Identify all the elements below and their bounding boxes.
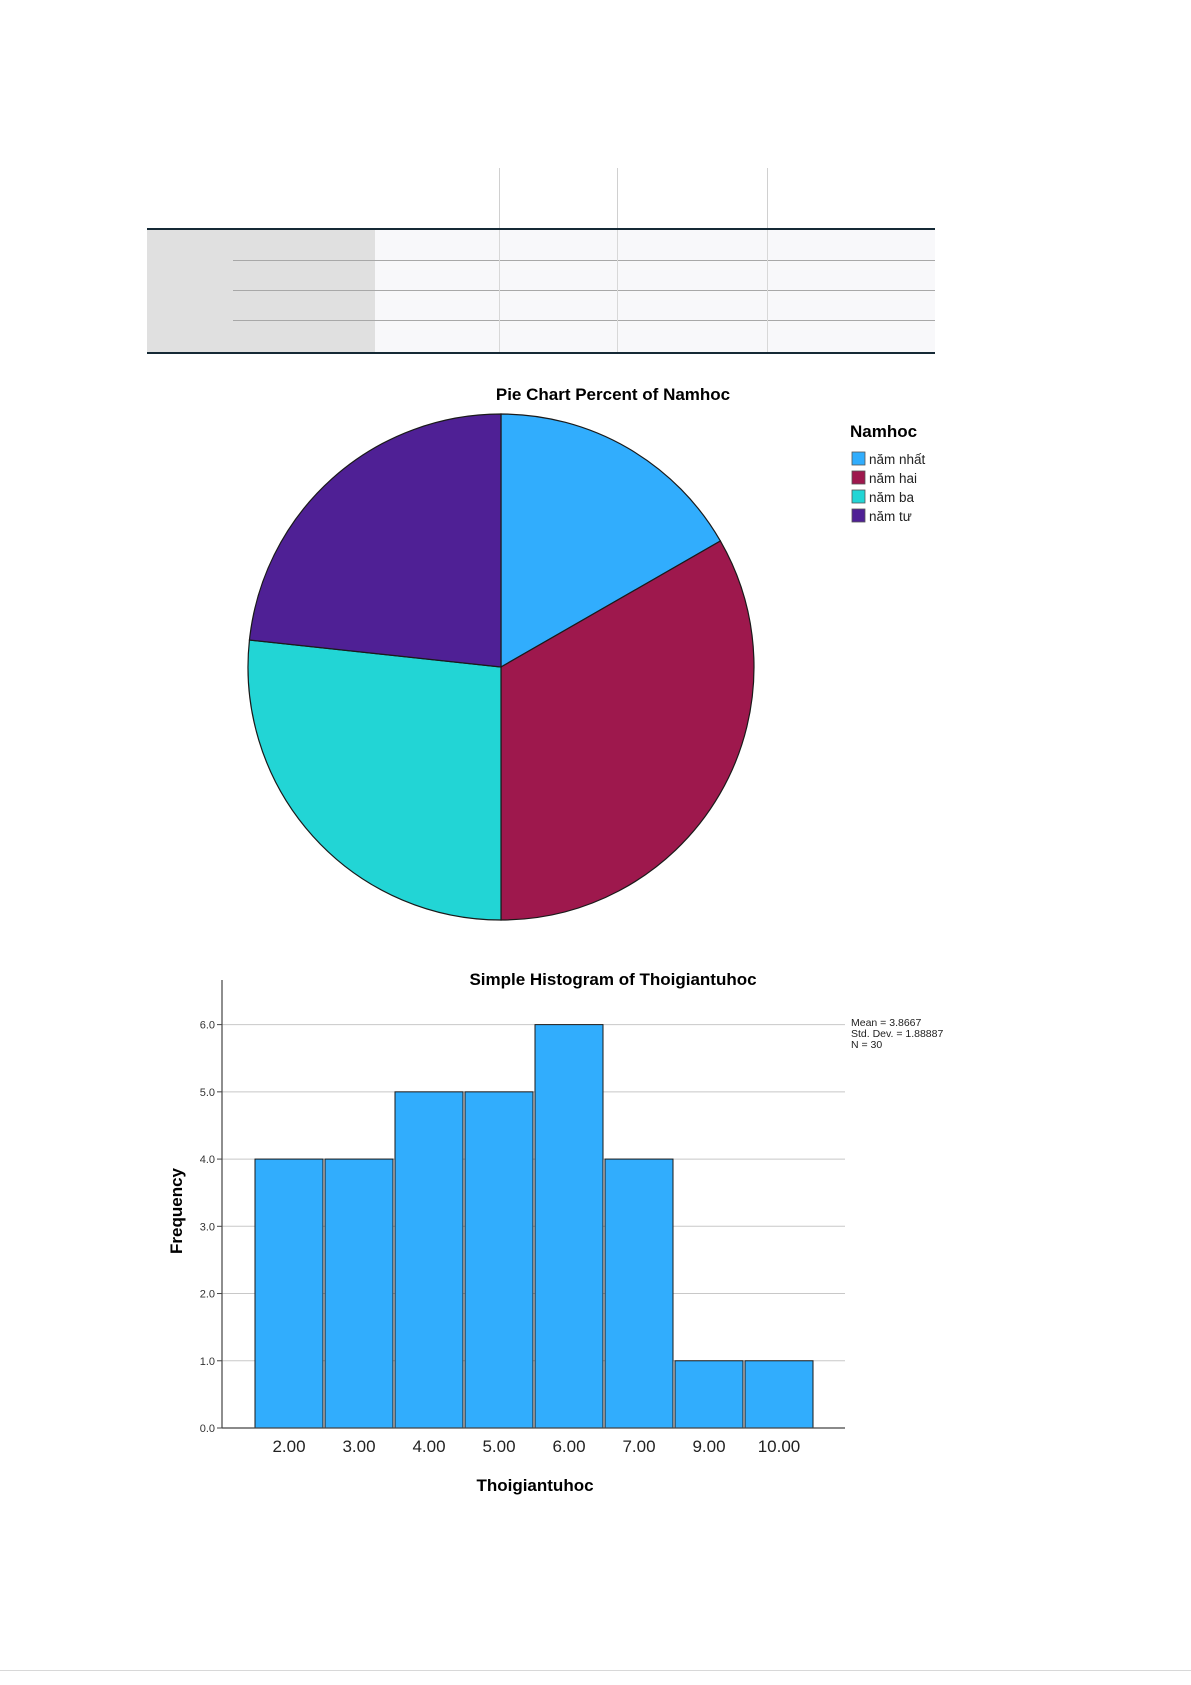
pie-slice-3 bbox=[247, 639, 502, 921]
histogram-bar bbox=[674, 1360, 744, 1429]
frequency-table bbox=[147, 168, 935, 354]
histogram-title: Simple Histogram of Thoigiantuhoc bbox=[469, 970, 756, 989]
legend-swatch bbox=[851, 508, 866, 523]
legend-swatch bbox=[851, 451, 866, 466]
table-row-divider bbox=[233, 260, 935, 261]
x-axis-label: Thoigiantuhoc bbox=[476, 1476, 593, 1495]
histogram-bar bbox=[534, 1024, 604, 1429]
y-tick-label: 5.0 bbox=[200, 1087, 215, 1099]
legend-item-label: năm ba bbox=[869, 490, 915, 505]
table-column-divider bbox=[767, 230, 768, 352]
table-row-divider bbox=[233, 290, 935, 291]
x-tick-label: 3.00 bbox=[342, 1437, 375, 1456]
histogram-chart: Simple Histogram of Thoigiantuhoc 0.0 1.0… bbox=[167, 970, 943, 1495]
pie-chart-title: Pie Chart Percent of Namhoc bbox=[496, 385, 730, 404]
table-top-rule bbox=[147, 228, 935, 230]
table-column-divider bbox=[499, 230, 500, 352]
histogram-stat-line: Mean = 3.8667 bbox=[851, 1017, 922, 1029]
y-tick-label: 3.0 bbox=[200, 1221, 215, 1233]
pie-legend: năm nhất năm hai năm ba năm tư bbox=[851, 451, 926, 524]
table-row-stub-labels bbox=[233, 230, 375, 352]
y-tick-label: 6.0 bbox=[200, 1020, 215, 1032]
x-tick-label: 6.00 bbox=[552, 1437, 585, 1456]
x-tick-label: 5.00 bbox=[482, 1437, 515, 1456]
table-column-divider bbox=[617, 230, 618, 352]
table-data-area bbox=[375, 230, 935, 352]
histogram-stat-line: Std. Dev. = 1.88887 bbox=[851, 1028, 943, 1040]
table-bottom-rule bbox=[147, 352, 935, 354]
table-row-stub-group bbox=[147, 230, 233, 352]
y-tick-label: 0.0 bbox=[200, 1423, 215, 1435]
histogram-axes bbox=[221, 980, 845, 1429]
histogram-stat-line: N = 30 bbox=[851, 1039, 882, 1051]
pie-slices bbox=[247, 413, 755, 921]
pie-slice-1 bbox=[500, 413, 722, 669]
histogram-bar bbox=[324, 1158, 394, 1429]
legend-item-label: năm tư bbox=[869, 509, 912, 524]
histogram-bar bbox=[604, 1158, 674, 1429]
legend-swatch bbox=[851, 470, 866, 485]
table-row-divider bbox=[233, 320, 935, 321]
x-tick-label: 7.00 bbox=[622, 1437, 655, 1456]
x-tick-label: 4.00 bbox=[412, 1437, 445, 1456]
histogram-bars bbox=[254, 1024, 814, 1429]
page-footer-rule bbox=[0, 1670, 1191, 1671]
histogram-y-ticks: 0.0 1.0 2.0 3.0 4.0 5.0 6.0 bbox=[200, 1020, 222, 1435]
y-axis-label: Frequency bbox=[167, 1167, 186, 1254]
pie-slice-2 bbox=[500, 540, 755, 921]
pie-slice-4 bbox=[248, 413, 502, 668]
histogram-bar bbox=[744, 1360, 814, 1429]
pie-chart: Pie Chart Percent of Namhoc Namhoc năm n… bbox=[247, 385, 926, 921]
legend-item-label: năm hai bbox=[869, 471, 917, 486]
x-tick-label: 2.00 bbox=[272, 1437, 305, 1456]
histogram-bar bbox=[254, 1158, 324, 1429]
histogram-bar bbox=[394, 1091, 464, 1429]
x-tick-label: 9.00 bbox=[692, 1437, 725, 1456]
legend-item-label: năm nhất bbox=[869, 452, 926, 467]
legend-swatch bbox=[851, 489, 866, 504]
y-tick-label: 1.0 bbox=[200, 1356, 215, 1368]
x-tick-label: 10.00 bbox=[758, 1437, 801, 1456]
histogram-bar bbox=[464, 1091, 534, 1429]
legend-title: Namhoc bbox=[850, 422, 917, 441]
y-tick-label: 2.0 bbox=[200, 1289, 215, 1301]
histogram-x-ticks: 2.00 3.00 4.00 5.00 6.00 7.00 9.00 10.00 bbox=[272, 1437, 800, 1456]
y-tick-label: 4.0 bbox=[200, 1154, 215, 1166]
